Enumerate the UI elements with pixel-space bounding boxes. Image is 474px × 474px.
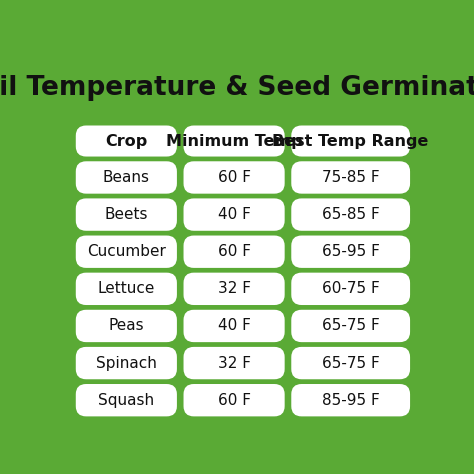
FancyBboxPatch shape: [183, 126, 285, 156]
Text: Lettuce: Lettuce: [98, 282, 155, 296]
Text: 65-75 F: 65-75 F: [322, 356, 380, 371]
FancyBboxPatch shape: [76, 347, 177, 379]
FancyBboxPatch shape: [183, 310, 285, 342]
FancyBboxPatch shape: [76, 126, 177, 156]
FancyBboxPatch shape: [292, 161, 410, 194]
FancyBboxPatch shape: [183, 236, 285, 268]
FancyBboxPatch shape: [76, 199, 177, 231]
Text: Beans: Beans: [103, 170, 150, 185]
Text: 65-85 F: 65-85 F: [322, 207, 380, 222]
FancyBboxPatch shape: [292, 236, 410, 268]
FancyBboxPatch shape: [183, 161, 285, 194]
Text: Peas: Peas: [109, 319, 144, 333]
Text: 40 F: 40 F: [218, 207, 251, 222]
FancyBboxPatch shape: [292, 347, 410, 379]
FancyBboxPatch shape: [292, 310, 410, 342]
FancyBboxPatch shape: [292, 384, 410, 416]
Text: 32 F: 32 F: [218, 356, 251, 371]
FancyBboxPatch shape: [183, 347, 285, 379]
Text: Cucumber: Cucumber: [87, 244, 166, 259]
FancyBboxPatch shape: [183, 199, 285, 231]
Text: Crop: Crop: [105, 134, 147, 148]
FancyBboxPatch shape: [76, 384, 177, 416]
FancyBboxPatch shape: [292, 273, 410, 305]
Text: Squash: Squash: [98, 392, 155, 408]
Text: 75-85 F: 75-85 F: [322, 170, 380, 185]
Text: 60-75 F: 60-75 F: [322, 282, 380, 296]
FancyBboxPatch shape: [76, 236, 177, 268]
Text: 60 F: 60 F: [218, 392, 251, 408]
Text: 60 F: 60 F: [218, 170, 251, 185]
FancyBboxPatch shape: [292, 126, 410, 156]
FancyBboxPatch shape: [183, 384, 285, 416]
Text: 65-75 F: 65-75 F: [322, 319, 380, 333]
FancyBboxPatch shape: [183, 273, 285, 305]
FancyBboxPatch shape: [292, 199, 410, 231]
FancyBboxPatch shape: [76, 273, 177, 305]
Text: 65-95 F: 65-95 F: [322, 244, 380, 259]
Text: Beets: Beets: [105, 207, 148, 222]
FancyBboxPatch shape: [76, 310, 177, 342]
Text: Best Temp Range: Best Temp Range: [273, 134, 429, 148]
Text: 60 F: 60 F: [218, 244, 251, 259]
Text: Spinach: Spinach: [96, 356, 157, 371]
Text: 32 F: 32 F: [218, 282, 251, 296]
Text: 85-95 F: 85-95 F: [322, 392, 380, 408]
Text: 40 F: 40 F: [218, 319, 251, 333]
Text: Minimum Temp: Minimum Temp: [166, 134, 302, 148]
Text: Soil Temperature & Seed Germination: Soil Temperature & Seed Germination: [0, 75, 474, 101]
FancyBboxPatch shape: [76, 161, 177, 194]
